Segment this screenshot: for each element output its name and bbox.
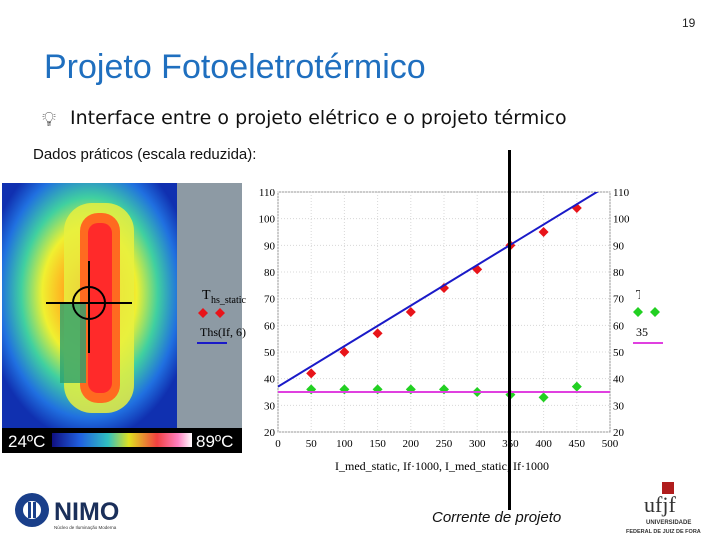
y-tick-label-left: 60	[264, 320, 276, 332]
y-tick-label-right: 60	[613, 320, 625, 332]
data-point	[538, 227, 549, 237]
y-tick-label-right: 100	[613, 214, 630, 226]
left-ylabel-sub: hs_static	[211, 295, 247, 306]
x-tick-label: 0	[275, 438, 281, 450]
thermal-min-temp: 24ºC	[8, 432, 45, 451]
design-current-label: Corrente de projeto	[432, 509, 562, 526]
y-tick-label-left: 30	[264, 400, 276, 412]
right-legend-markers: 35	[633, 307, 663, 344]
x-tick-label: 150	[369, 438, 386, 450]
y-tick-label-left: 70	[264, 294, 276, 306]
y-tick-label-right: 70	[613, 294, 625, 306]
data-point	[372, 328, 383, 339]
x-tick-label: 400	[535, 438, 552, 450]
y-tick-label-right: 80	[613, 267, 625, 279]
x-tick-label: 500	[602, 438, 619, 450]
x-tick-label: 100	[336, 438, 353, 450]
y-tick-label-right: 40	[613, 374, 625, 386]
data-point	[339, 347, 350, 357]
y-tick-label-right: 110	[613, 187, 630, 199]
y-tick-label-left: 20	[264, 427, 276, 439]
slide-number: 19	[682, 16, 696, 30]
chart-grid	[277, 191, 611, 433]
y-tick-label-left: 80	[264, 267, 276, 279]
chart-ticks: 0501001502002503003504004505002020303040…	[259, 187, 631, 450]
bullet-lamp-icon: 💡︎	[42, 107, 56, 131]
y-tick-label-left: 100	[259, 214, 276, 226]
series-line	[278, 192, 599, 388]
thermal-image: 24ºC 89ºC	[2, 183, 242, 453]
ufjf-sub2: FEDERAL DE JUIZ DE FORA	[626, 529, 701, 535]
left-axis-legend: T hs_static Ths(If, 6)	[197, 288, 247, 344]
left-ylabel-main: T	[202, 288, 211, 303]
y-tick-label-left: 50	[264, 347, 276, 359]
chart-series	[278, 192, 610, 403]
right-axis-legend: T a_static	[636, 288, 640, 303]
x-tick-label: 200	[403, 438, 420, 450]
y-tick-label-left: 90	[264, 240, 276, 252]
nimo-logo: NIMO Núcleo de Iluminação Moderna	[15, 493, 119, 530]
legend-marker-hs	[198, 308, 225, 318]
data-point	[571, 381, 582, 392]
data-point	[439, 283, 449, 293]
ufjf-text: ufjf	[644, 492, 676, 517]
y-tick-label-right: 20	[613, 427, 625, 439]
data-point	[306, 368, 317, 379]
data-point	[405, 307, 416, 317]
chart-xlabel: I_med_static, If·1000, I_med_static, If·…	[335, 459, 549, 473]
thermal-max-temp: 89ºC	[196, 432, 233, 451]
x-tick-label: 300	[469, 438, 486, 450]
nimo-text: NIMO	[54, 498, 119, 526]
slide-title: Projeto Fotoeletrotérmico	[44, 48, 426, 86]
bullet-text: Interface entre o projeto elétrico e o p…	[70, 107, 567, 129]
data-point	[538, 392, 549, 403]
ufjf-logo: ufjf UNIVERSIDADE FEDERAL DE JUIZ DE FOR…	[626, 482, 701, 535]
nimo-sub: Núcleo de Iluminação Moderna	[54, 525, 117, 530]
temperature-chart: 0501001502002503003504004505002020303040…	[197, 187, 640, 473]
y-tick-label-right: 90	[613, 240, 625, 252]
right-ylabel-value: 35	[636, 325, 648, 339]
y-tick-label-right: 50	[613, 347, 625, 359]
y-tick-label-left: 110	[259, 187, 276, 199]
design-current-marker	[508, 150, 511, 510]
legend-marker-a	[633, 307, 660, 317]
y-tick-label-right: 30	[613, 400, 625, 412]
x-tick-label: 50	[306, 438, 318, 450]
y-tick-label-left: 40	[264, 374, 276, 386]
x-tick-label: 450	[569, 438, 586, 450]
subtitle: Dados práticos (escala reduzida):	[33, 146, 257, 163]
x-tick-label: 250	[436, 438, 453, 450]
right-ylabel-main: T	[636, 288, 640, 303]
ufjf-sub1: UNIVERSIDADE	[646, 520, 691, 526]
left-ylabel-fn: Ths(If, 6)	[200, 325, 246, 339]
